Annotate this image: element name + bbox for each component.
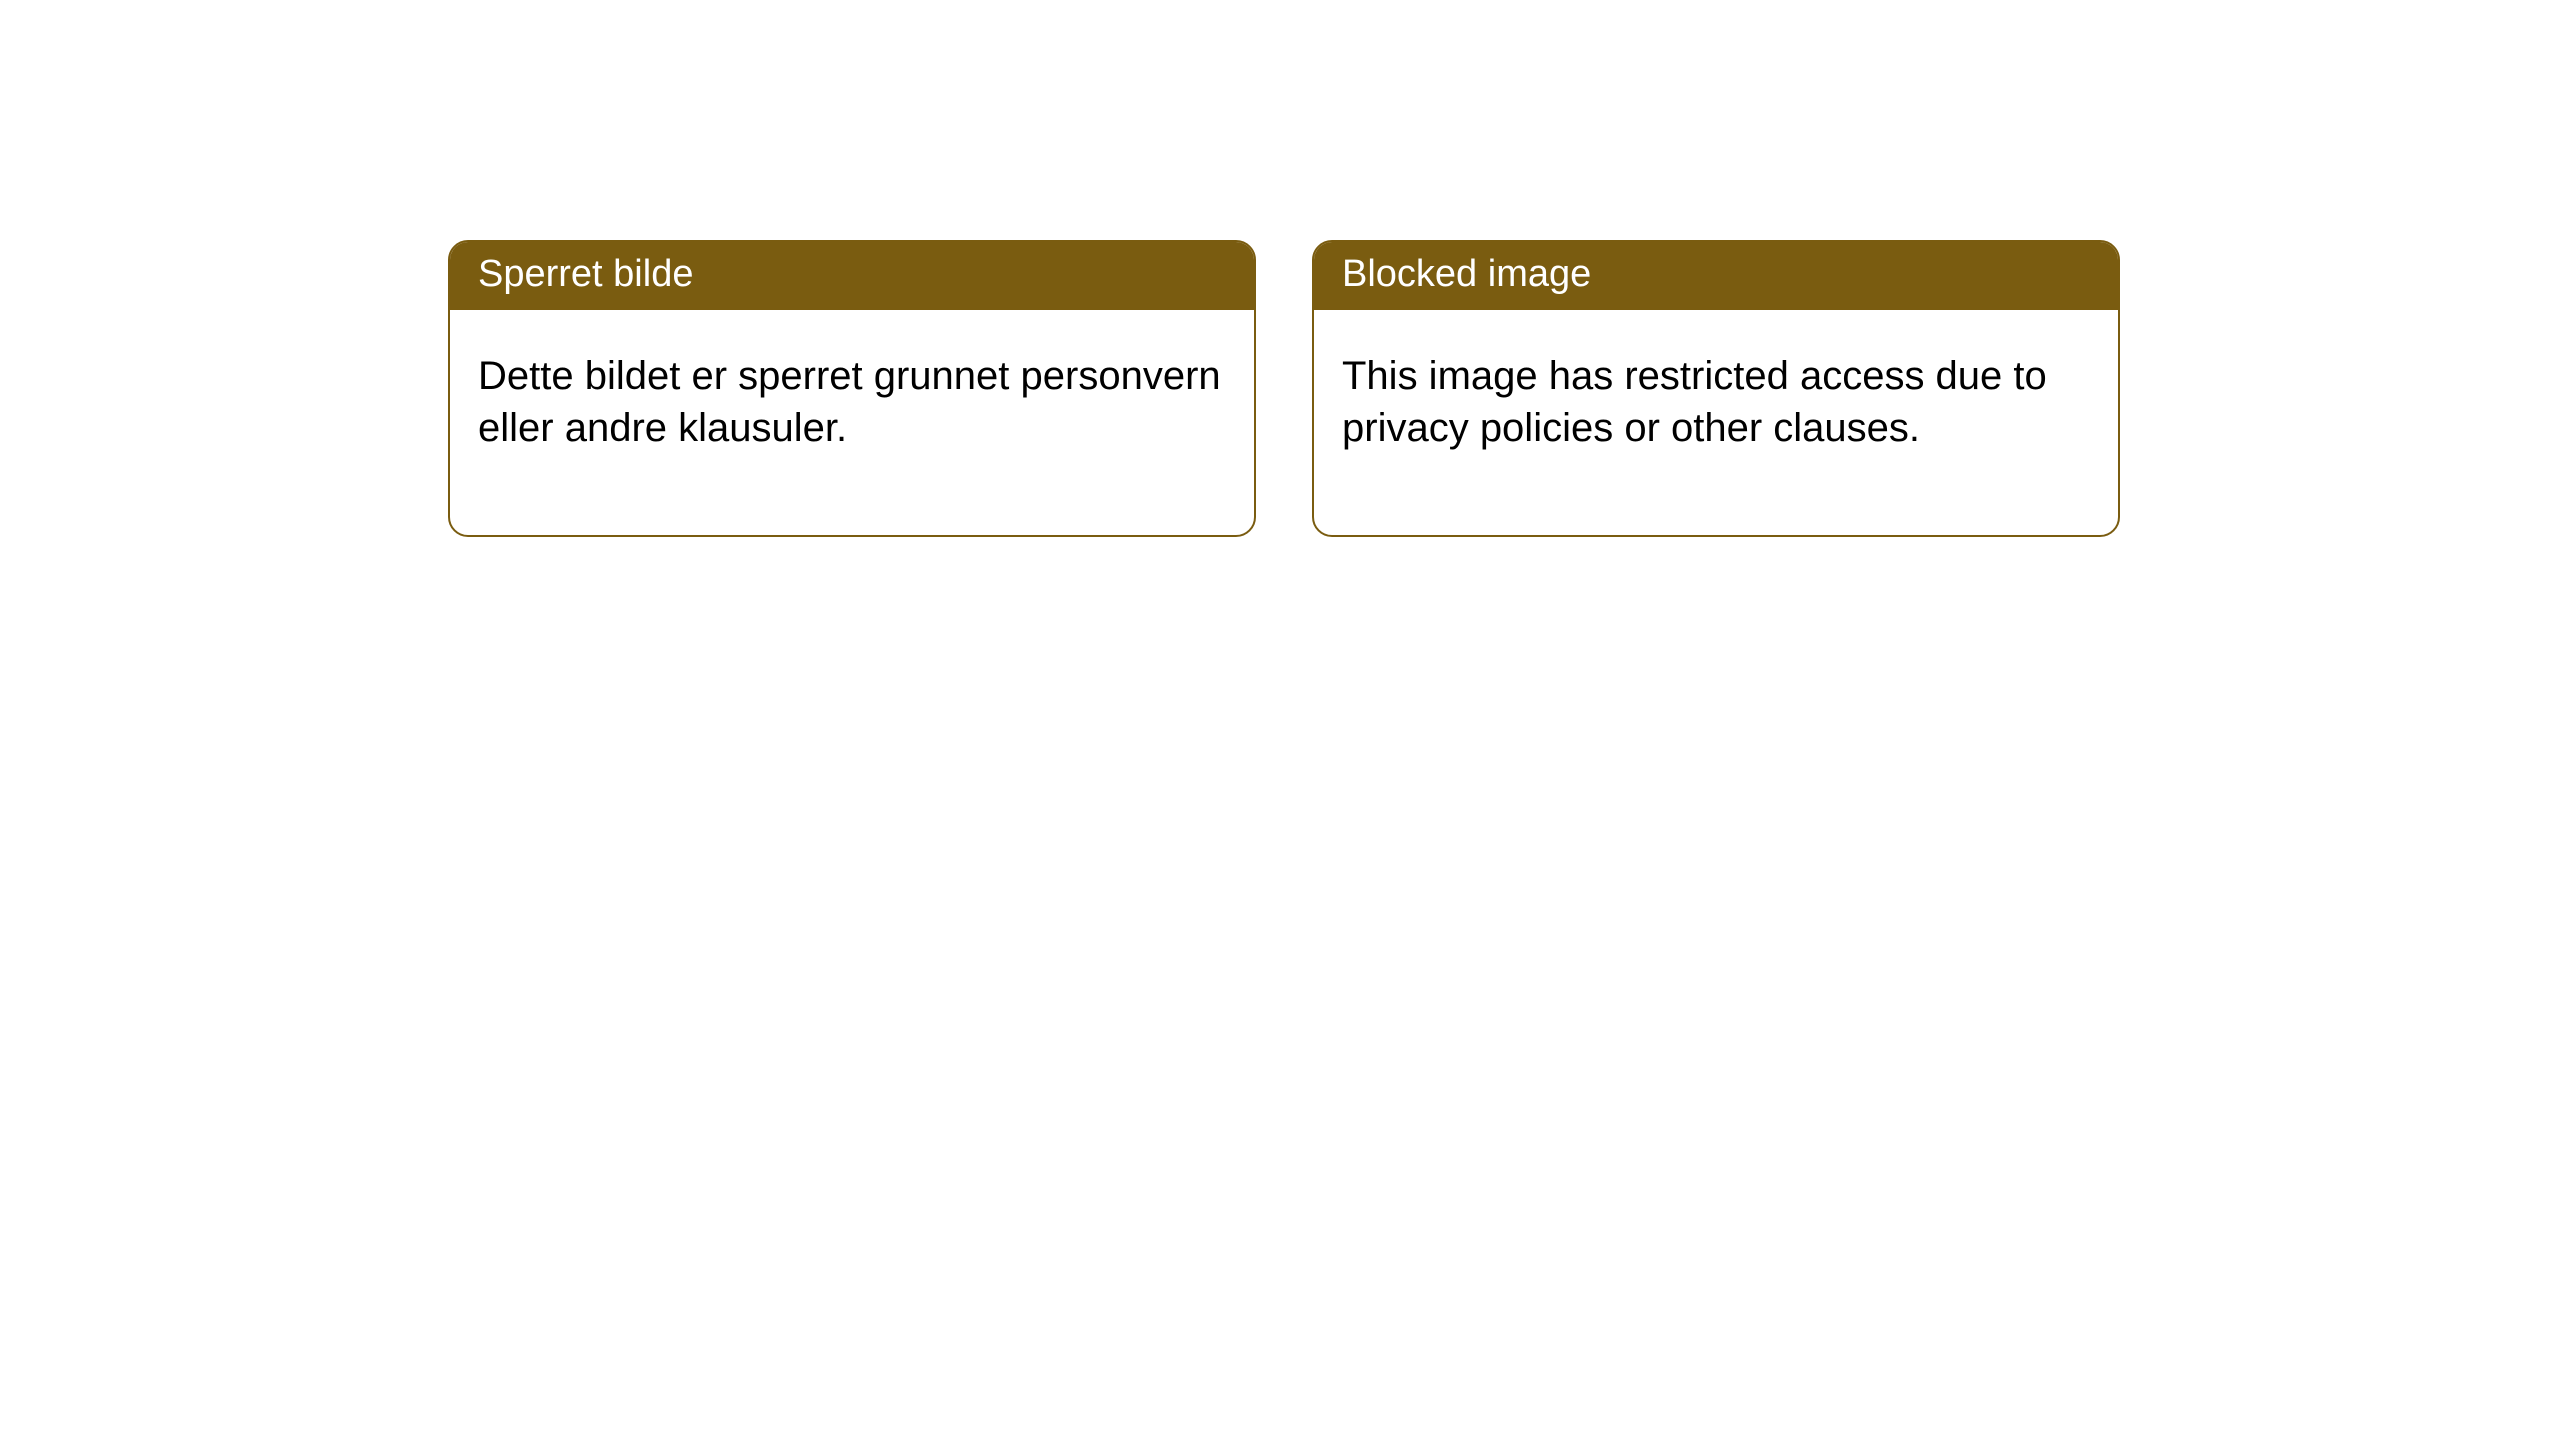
notice-body: This image has restricted access due to … (1314, 310, 2118, 536)
notice-title: Sperret bilde (450, 242, 1254, 310)
notice-title: Blocked image (1314, 242, 2118, 310)
notice-card-english: Blocked image This image has restricted … (1312, 240, 2120, 537)
notice-body: Dette bildet er sperret grunnet personve… (450, 310, 1254, 536)
notice-container: Sperret bilde Dette bildet er sperret gr… (0, 0, 2560, 537)
notice-card-norwegian: Sperret bilde Dette bildet er sperret gr… (448, 240, 1256, 537)
